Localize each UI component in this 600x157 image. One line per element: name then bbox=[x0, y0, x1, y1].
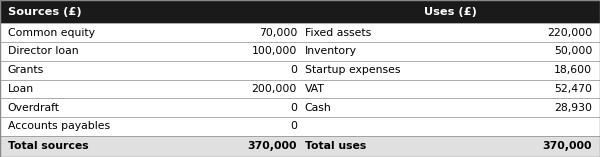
Text: 0: 0 bbox=[290, 121, 297, 131]
Text: 70,000: 70,000 bbox=[259, 28, 297, 38]
Text: 18,600: 18,600 bbox=[554, 65, 592, 75]
Text: Loan: Loan bbox=[8, 84, 34, 94]
Text: Fixed assets: Fixed assets bbox=[305, 28, 371, 38]
Text: VAT: VAT bbox=[305, 84, 325, 94]
Text: 220,000: 220,000 bbox=[547, 28, 592, 38]
Text: 200,000: 200,000 bbox=[251, 84, 297, 94]
Text: 370,000: 370,000 bbox=[543, 141, 592, 151]
Text: Total uses: Total uses bbox=[305, 141, 366, 151]
Text: Startup expenses: Startup expenses bbox=[305, 65, 400, 75]
Text: Grants: Grants bbox=[8, 65, 44, 75]
Text: Accounts payables: Accounts payables bbox=[8, 121, 110, 131]
Text: Uses (£): Uses (£) bbox=[424, 7, 476, 17]
Text: 28,930: 28,930 bbox=[554, 103, 592, 113]
Bar bbox=[0, 0, 600, 23]
Text: 52,470: 52,470 bbox=[554, 84, 592, 94]
Text: Inventory: Inventory bbox=[305, 46, 357, 56]
Text: 0: 0 bbox=[290, 65, 297, 75]
Text: Common equity: Common equity bbox=[8, 28, 95, 38]
Text: Sources (£): Sources (£) bbox=[8, 7, 82, 17]
Text: 50,000: 50,000 bbox=[554, 46, 592, 56]
Bar bbox=[0, 23, 600, 136]
Text: Director loan: Director loan bbox=[8, 46, 79, 56]
Bar bbox=[0, 136, 600, 157]
Text: 0: 0 bbox=[290, 103, 297, 113]
Text: Overdraft: Overdraft bbox=[8, 103, 60, 113]
Text: Total sources: Total sources bbox=[8, 141, 88, 151]
Text: 370,000: 370,000 bbox=[248, 141, 297, 151]
Text: 100,000: 100,000 bbox=[251, 46, 297, 56]
Text: Cash: Cash bbox=[305, 103, 332, 113]
